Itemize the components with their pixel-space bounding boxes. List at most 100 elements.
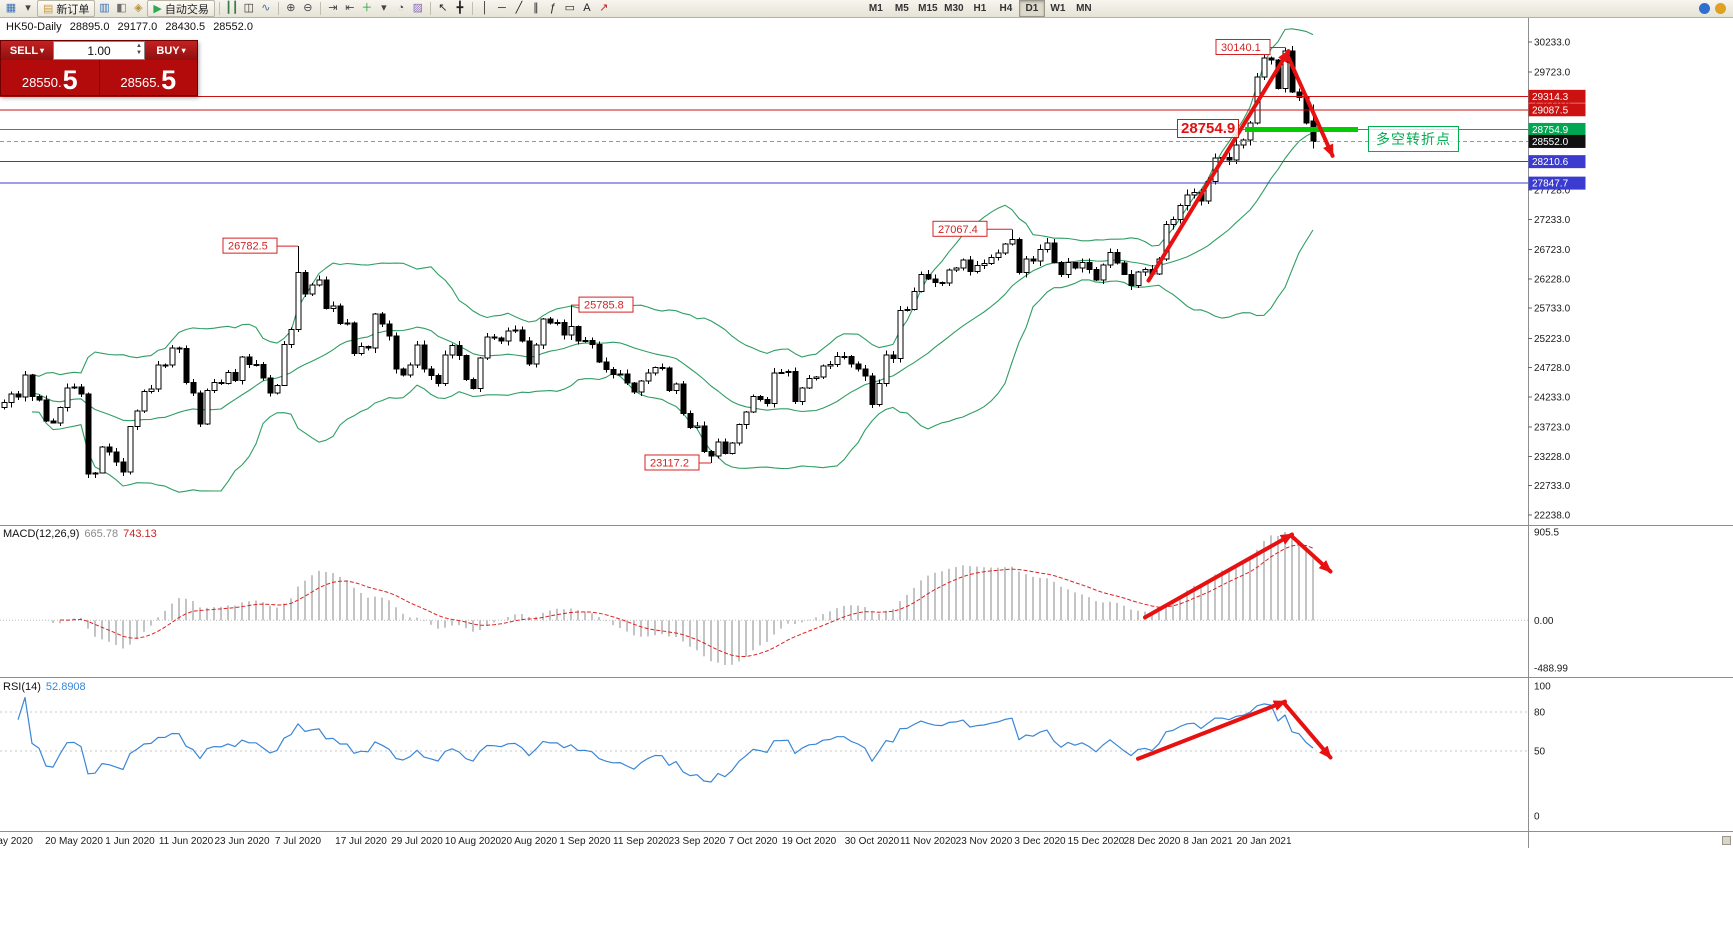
- toolbar-separator: [218, 2, 220, 15]
- chart-shift-icon[interactable]: ⇤: [345, 2, 355, 14]
- macd-panel: [0, 531, 1528, 665]
- zoom-in-icon[interactable]: ⊕: [286, 2, 296, 14]
- candlestick-chart-icon[interactable]: ◫: [243, 2, 255, 14]
- toolbar-separator: [471, 2, 473, 15]
- connection-status-icon[interactable]: [1715, 3, 1726, 14]
- price-tag-28754.9: [1528, 122, 1586, 136]
- arrow-tools-icon[interactable]: ↗: [599, 2, 609, 14]
- buy-button[interactable]: BUY ▾: [145, 41, 197, 60]
- trend-arrow[interactable]: [1146, 49, 1291, 283]
- play-icon: ▶: [153, 3, 162, 15]
- chart-profiles-dropdown-icon[interactable]: ▾: [25, 2, 31, 14]
- turning-point-note[interactable]: 多空转折点: [1368, 126, 1459, 152]
- turning-point-price-label[interactable]: 28754.9: [1177, 119, 1240, 138]
- timeframe-button-h4[interactable]: H4: [999, 3, 1013, 14]
- date-tick-label: 3 Dec 2020: [1014, 836, 1066, 847]
- new-chart-icon[interactable]: ▦: [5, 2, 17, 14]
- toolbar-separator: [429, 2, 431, 15]
- date-tick-label: May 2020: [0, 836, 33, 847]
- indicators-icon[interactable]: ＋: [361, 2, 373, 14]
- sell-price-main: 28550.: [21, 75, 62, 90]
- date-tick-label: 7 Oct 2020: [729, 836, 778, 847]
- callout-box-26782.5[interactable]: [222, 237, 278, 254]
- rsi-label: RSI(14) 52.8908: [3, 681, 91, 693]
- rsi-axis: 100 80 50 0: [1534, 682, 1551, 823]
- new-order-button[interactable]: ▤ 新订单: [37, 0, 96, 17]
- toolbar-separator: [277, 2, 279, 15]
- rsi-tick-label: 0: [1534, 812, 1540, 823]
- price-tag-label: 28552.0: [1532, 137, 1569, 148]
- timeframe-button-m30[interactable]: M30: [944, 3, 964, 14]
- one-click-trading-panel: SELL ▾ 1.00 ▲ ▼ BUY ▾ 28550. 5 28565. 5: [0, 40, 198, 96]
- buy-price[interactable]: 28565. 5: [100, 60, 198, 95]
- indicators-dropdown-icon[interactable]: ▾: [381, 2, 387, 14]
- date-tick-label: 1 Jun 2020: [105, 836, 155, 847]
- templates-icon[interactable]: ▨: [412, 2, 424, 14]
- fibonacci-icon[interactable]: ƒ: [549, 2, 556, 14]
- timeframe-button-m5[interactable]: M5: [894, 3, 909, 14]
- trend-arrow[interactable]: [1290, 534, 1333, 574]
- vertical-line-icon[interactable]: │: [481, 2, 489, 14]
- price-tick-label: 26228.0: [1534, 274, 1571, 285]
- bar-chart-icon[interactable]: ┃┃: [225, 2, 239, 14]
- trendline-icon[interactable]: ╱: [515, 2, 523, 14]
- auto-trading-button-label: 自动交易: [164, 3, 209, 16]
- horizontal-line-icon[interactable]: ─: [497, 2, 506, 14]
- callout-box-23117.2[interactable]: [644, 454, 700, 471]
- timeframe-button-h1[interactable]: H1: [973, 3, 987, 14]
- macd-label: MACD(12,26,9) 665.78 743.13: [3, 528, 162, 540]
- timeframe-button-m15[interactable]: M15: [918, 3, 938, 14]
- callout-box-27067.4[interactable]: [932, 220, 988, 237]
- sell-button[interactable]: SELL ▾: [1, 41, 53, 60]
- volume-input[interactable]: 1.00 ▲ ▼: [53, 41, 145, 60]
- volume-up-icon[interactable]: ▲: [136, 43, 142, 49]
- ohlc-low: 28430.5: [165, 21, 206, 33]
- macd-axis: 905.5 0.00 -488.99: [1534, 527, 1568, 674]
- cursor-icon[interactable]: ↖: [438, 2, 448, 14]
- callout-box-25785.8[interactable]: [578, 296, 634, 313]
- price-tick-label: 27233.0: [1534, 215, 1571, 226]
- resize-grip[interactable]: [1722, 836, 1731, 845]
- symbol-period-label: HK50-Daily: [6, 21, 62, 33]
- trend-arrow[interactable]: [1285, 52, 1335, 158]
- ohlc-high: 29177.0: [117, 21, 158, 33]
- line-chart-icon[interactable]: ∿: [261, 2, 271, 14]
- auto-trading-button[interactable]: ▶ 自动交易: [147, 0, 215, 17]
- timeframe-group: M1 M5 M15 M30 H1 H4 D1 W1 MN: [863, 0, 1097, 17]
- periods-icon[interactable]: ◔: [397, 2, 405, 14]
- callout-box-30140.1[interactable]: [1215, 38, 1271, 55]
- date-tick-label: 23 Sep 2020: [669, 836, 726, 847]
- date-tick-label: 15 Dec 2020: [1068, 836, 1125, 847]
- navigator-icon[interactable]: ◈: [134, 2, 143, 14]
- macd-tick-label: 905.5: [1534, 527, 1559, 538]
- timeframe-button-m1[interactable]: M1: [868, 3, 883, 14]
- trend-arrow[interactable]: [1136, 699, 1287, 761]
- price-tick-label: 24728.0: [1534, 363, 1571, 374]
- rsi-name: RSI(14): [3, 681, 41, 693]
- date-tick-label: 19 Oct 2020: [782, 836, 837, 847]
- macd-name: MACD(12,26,9): [3, 528, 80, 540]
- timeframe-button-mn[interactable]: MN: [1076, 3, 1092, 14]
- shapes-icon[interactable]: ▭: [564, 2, 576, 14]
- text-icon[interactable]: A: [583, 2, 591, 14]
- buy-price-main: 28565.: [120, 75, 161, 90]
- market-watch-icon[interactable]: ▥: [99, 2, 110, 14]
- channel-icon[interactable]: ∥: [533, 2, 539, 14]
- macd-value-main: 665.78: [84, 528, 119, 540]
- trend-arrow[interactable]: [1283, 702, 1333, 760]
- news-status-icon[interactable]: [1699, 3, 1710, 14]
- zoom-out-icon[interactable]: ⊖: [303, 2, 313, 14]
- trend-arrow[interactable]: [1143, 532, 1294, 620]
- sell-price[interactable]: 28550. 5: [1, 60, 100, 95]
- sell-price-big-digit: 5: [62, 65, 78, 95]
- auto-scroll-icon[interactable]: ⇥: [328, 2, 338, 14]
- price-tick-label: 25733.0: [1534, 304, 1571, 315]
- status-icon-group: [1699, 3, 1730, 14]
- volume-down-icon[interactable]: ▼: [136, 50, 142, 57]
- data-window-icon[interactable]: ◧: [116, 2, 127, 14]
- timeframe-button-d1[interactable]: D1: [1018, 0, 1045, 17]
- crosshair-icon[interactable]: ╋: [456, 2, 464, 14]
- timeframe-button-w1[interactable]: W1: [1050, 3, 1066, 14]
